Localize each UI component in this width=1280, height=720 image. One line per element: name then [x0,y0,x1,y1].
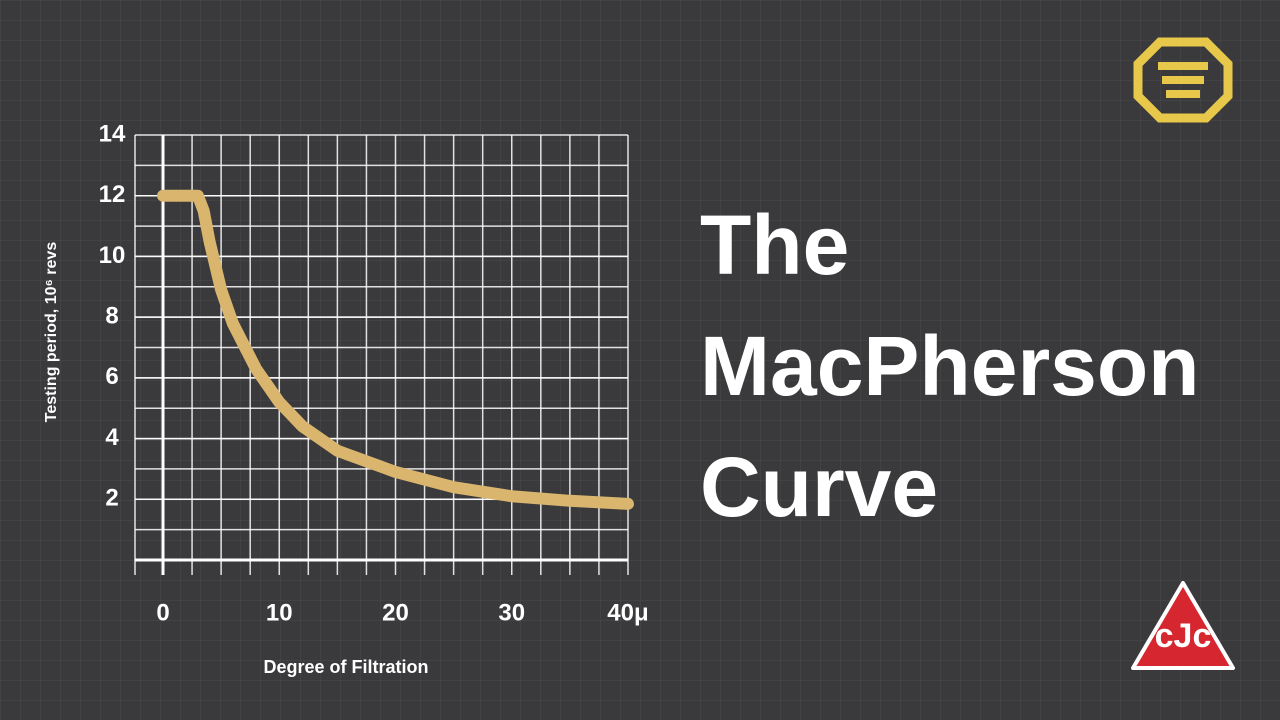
title: The MacPherson Curve [700,198,1200,534]
y-tick-label: 14 [99,120,126,147]
x-tick-label: 40μ [607,599,648,626]
y-tick-label: 10 [99,242,126,269]
x-tick-label: 10 [266,599,293,626]
y-tick-label: 8 [105,302,118,329]
curve [157,189,634,510]
x-tick-label: 30 [498,599,525,626]
y-tick-label: 2 [105,485,118,512]
x-tick-label: 20 [382,599,409,626]
y-tick-label: 12 [99,181,126,208]
cjc-logo: cJc [1131,581,1235,670]
brand-text: cJc [1155,617,1212,655]
y-tick-label: 6 [105,363,118,390]
hex-logo [1133,37,1233,123]
y-axis-label: Testing period, 10⁶ revs [43,242,60,423]
x-axis-label: Degree of Filtration [263,657,428,677]
y-tick-label: 4 [105,424,119,451]
x-tick-label: 0 [156,599,169,626]
